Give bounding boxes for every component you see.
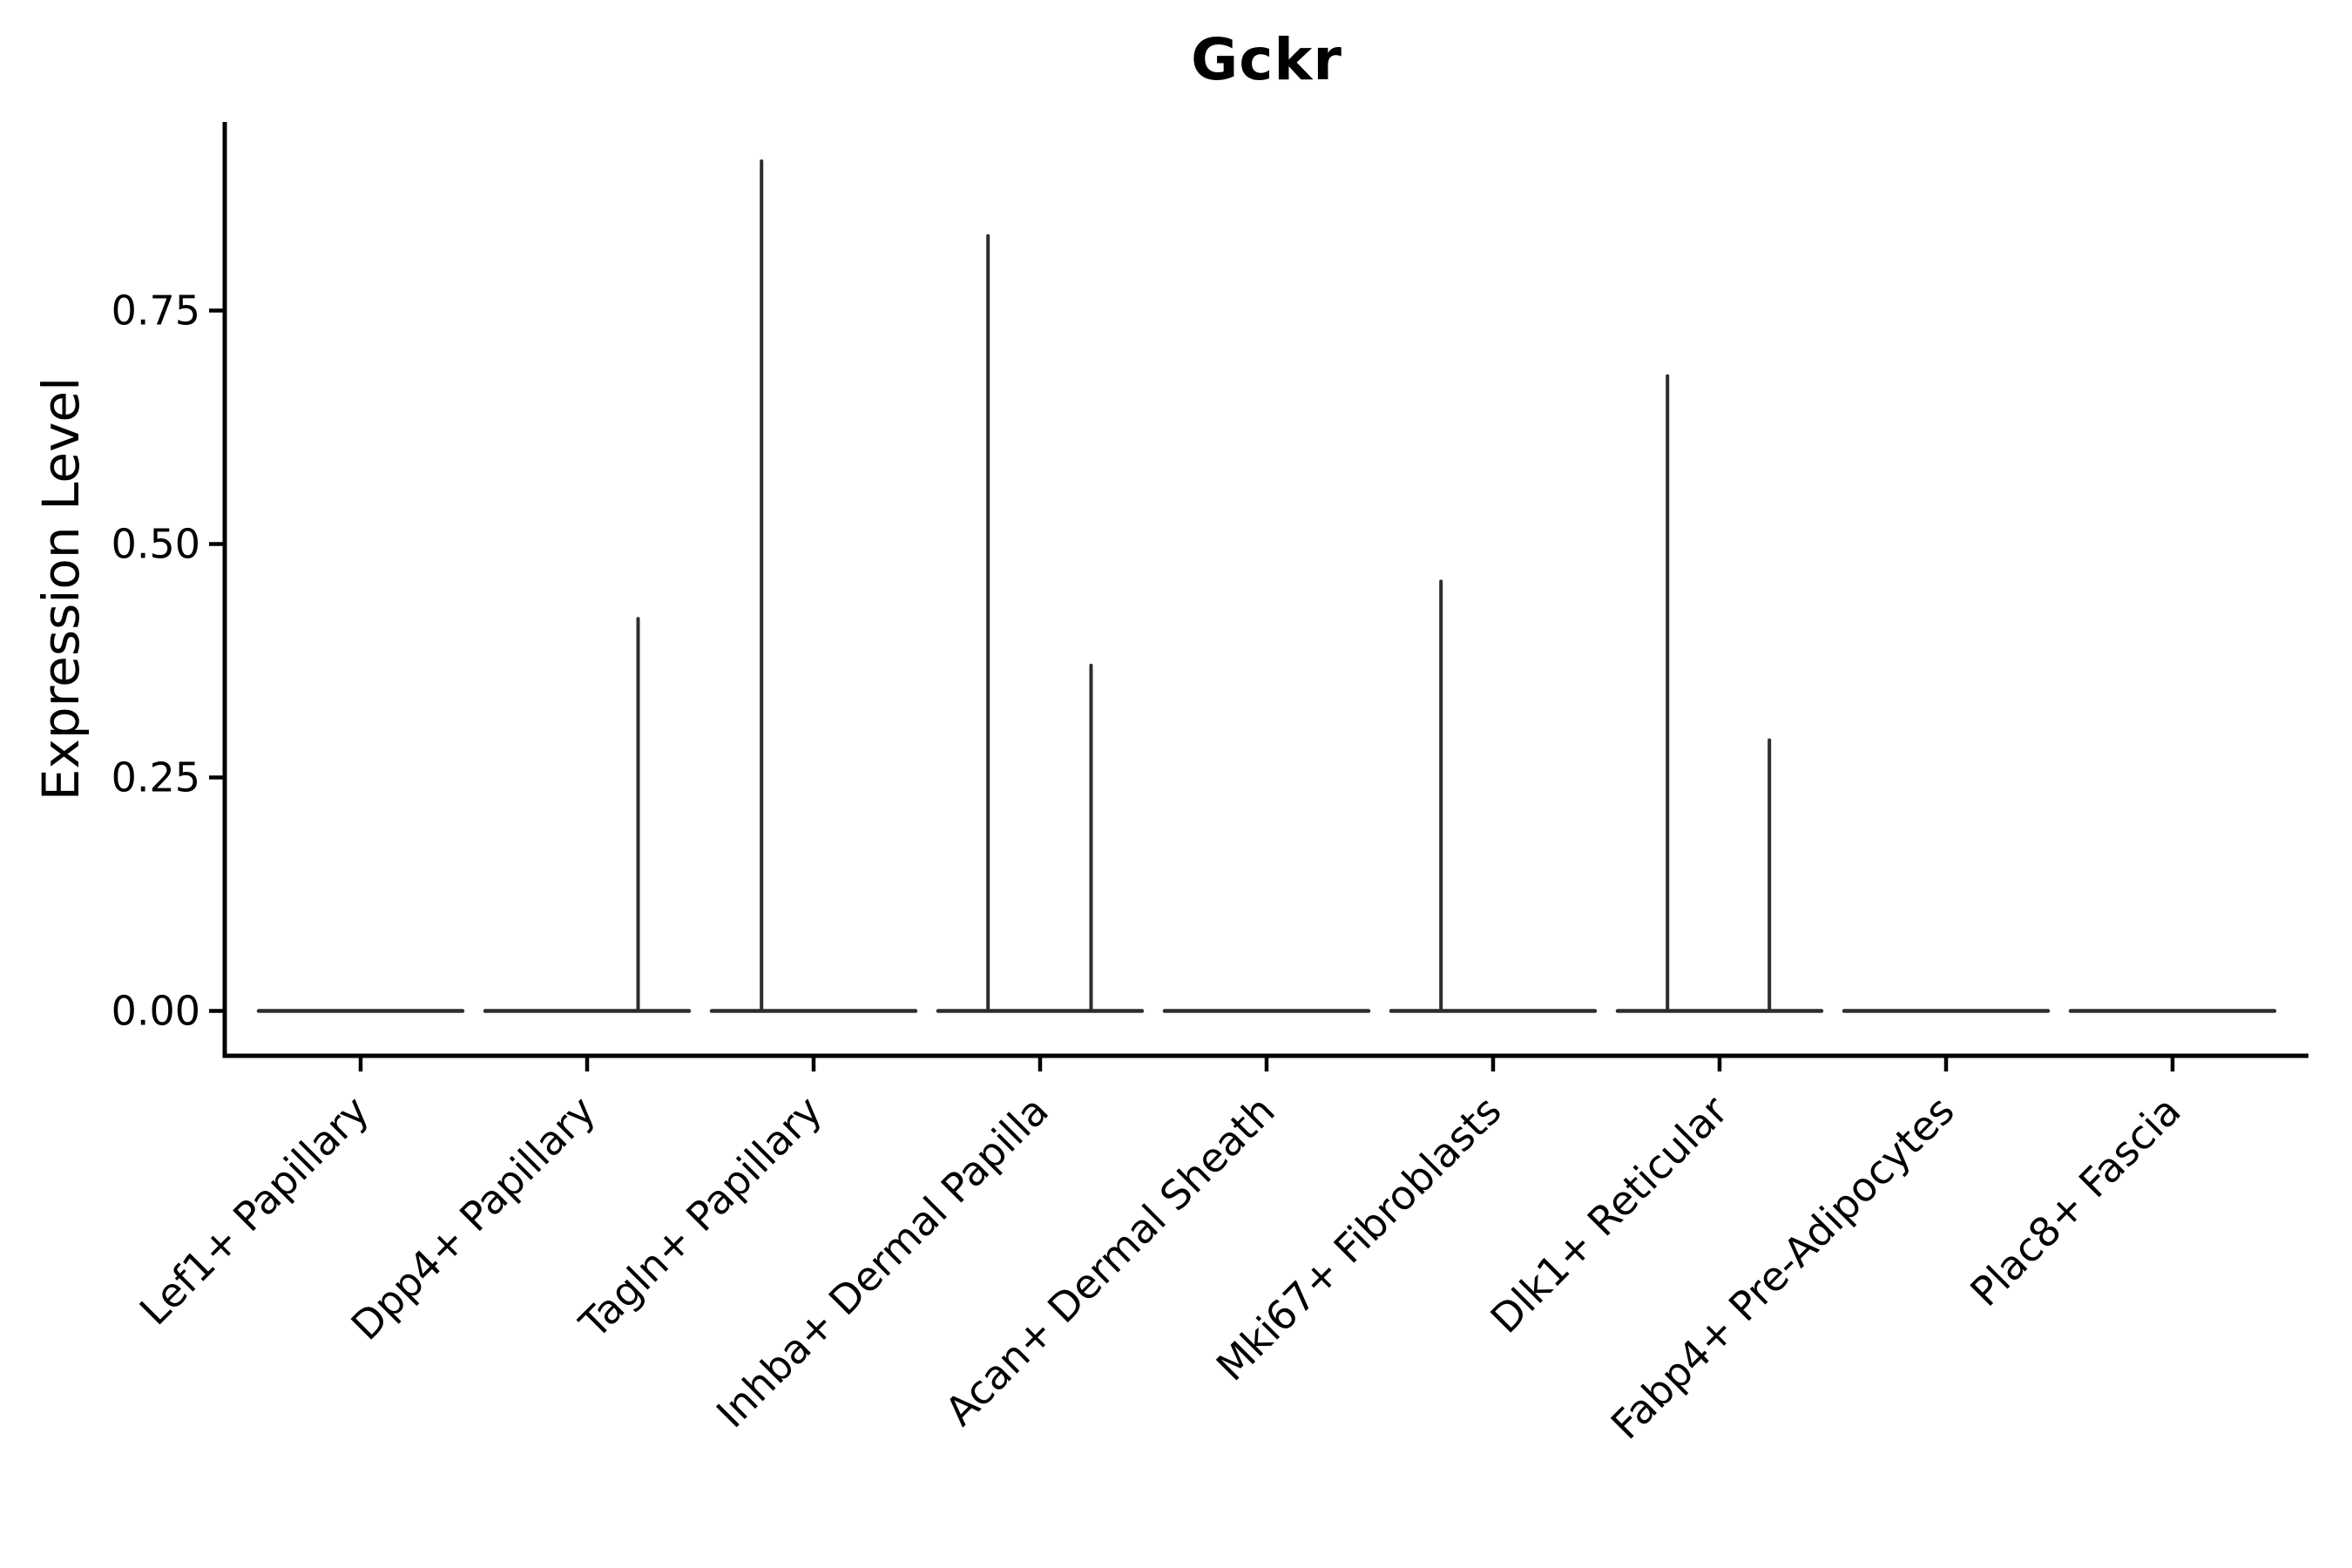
x-axis-tick-label: Dlk1+ Reticular <box>1482 1087 1737 1342</box>
axis-spines <box>222 122 2308 1058</box>
y-axis-tick-label: 0.00 <box>112 988 200 1035</box>
y-axis-tick-label: 0.75 <box>112 287 200 335</box>
chart-title: Gckr <box>1191 26 1342 93</box>
y-axis-tick-label: 0.50 <box>112 521 200 568</box>
x-axis-tick-label: Tagln+ Papillary <box>570 1087 831 1348</box>
x-axis-tick-label: Lef1+ Papillary <box>131 1087 378 1335</box>
y-axis-tick-label: 0.25 <box>112 754 200 801</box>
x-axis-tick-label: Plac8+ Fascia <box>1961 1087 2189 1315</box>
x-axis-tick-label: Dpp4+ Papillary <box>342 1087 605 1349</box>
